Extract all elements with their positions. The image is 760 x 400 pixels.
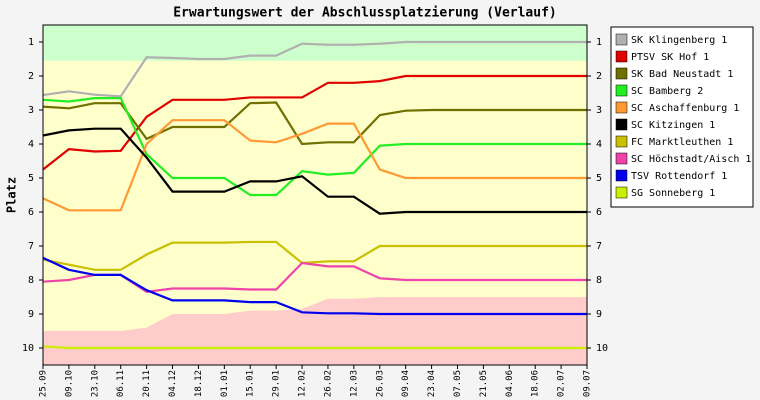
y-tick-label: 2	[28, 71, 34, 82]
x-tick-label: 15.01	[246, 370, 256, 397]
x-tick-label: 06.11	[116, 370, 126, 397]
y2-tick-label: 2	[596, 71, 602, 82]
x-tick-label: 26.02	[323, 370, 333, 397]
chart-title: Erwartungswert der Abschlussplatzierung …	[173, 6, 557, 21]
y2-tick-label: 10	[596, 343, 608, 354]
legend-swatch	[615, 33, 628, 46]
y-tick-label: 7	[28, 241, 34, 252]
legend-label: FC Marktleuthen 1	[631, 137, 733, 148]
y-tick-label: 5	[28, 173, 34, 184]
x-tick-label: 26.03	[375, 370, 385, 397]
zone	[43, 25, 587, 61]
y2-tick-label: 1	[596, 37, 602, 48]
legend-box	[610, 26, 754, 208]
y2-tick-label: 9	[596, 309, 602, 320]
legend-label: SC Höchstadt/Aisch 1	[631, 154, 751, 165]
legend-swatch	[615, 101, 628, 114]
x-tick-label: 12.02	[298, 370, 308, 397]
legend-label: SG Sonneberg 1	[631, 188, 715, 199]
x-tick-label: 21.05	[479, 370, 489, 397]
x-tick-label: 09.10	[64, 370, 74, 397]
x-tick-label: 29.01	[272, 370, 282, 397]
x-tick-label: 09.07	[583, 370, 593, 397]
y-axis-label: Platz	[5, 177, 19, 213]
x-tick-label: 23.04	[427, 370, 437, 397]
series-line	[42, 127, 587, 215]
x-tick-label: 02.07	[557, 370, 567, 397]
legend-label: SK Klingenberg 1	[631, 35, 727, 46]
legend-swatch	[615, 67, 628, 80]
legend-swatch	[615, 118, 628, 131]
legend-swatch	[615, 186, 628, 199]
legend-swatch	[615, 84, 628, 97]
y2-tick-label: 3	[596, 105, 602, 116]
y2-tick-label: 5	[596, 173, 602, 184]
legend-label: TSV Rottendorf 1	[631, 171, 727, 182]
x-tick-label: 01.01	[220, 370, 230, 397]
series-line	[42, 256, 587, 316]
x-tick-label: 25.09	[39, 370, 49, 397]
y2-tick-label: 6	[596, 207, 602, 218]
y-tick-label: 6	[28, 207, 34, 218]
y2-tick-label: 7	[596, 241, 602, 252]
plot-frame	[42, 24, 588, 366]
x-tick-label: 04.06	[505, 370, 515, 397]
x-tick-label: 18.06	[531, 370, 541, 397]
legend-swatch	[615, 169, 628, 182]
legend-label: PTSV SK Hof 1	[631, 52, 709, 63]
x-tick-label: 09.04	[401, 370, 411, 397]
legend-label: SC Bamberg 2	[631, 86, 703, 97]
series-line	[42, 101, 587, 146]
x-tick-label: 20.11	[142, 370, 152, 397]
y-tick-label: 8	[28, 275, 34, 286]
x-tick-label: 23.10	[90, 370, 100, 397]
y-tick-label: 1	[28, 37, 34, 48]
series-line	[42, 119, 587, 212]
x-tick-label: 12.03	[349, 370, 359, 397]
y-tick-label: 4	[28, 139, 34, 150]
y-tick-label: 9	[28, 309, 34, 320]
y2-tick-label: 4	[596, 139, 602, 150]
legend-swatch	[615, 50, 628, 63]
legend-swatch	[615, 152, 628, 165]
series-line	[42, 240, 587, 271]
series-line	[42, 40, 587, 98]
legend-label: SK Bad Neustadt 1	[631, 69, 733, 80]
x-tick-label: 18.12	[194, 370, 204, 397]
legend-label: SC Kitzingen 1	[631, 120, 715, 131]
y-tick-label: 3	[28, 105, 34, 116]
y2-tick-label: 8	[596, 275, 602, 286]
x-tick-label: 04.12	[168, 370, 178, 397]
x-tick-label: 07.05	[453, 370, 463, 397]
legend-label: SC Aschaffenburg 1	[631, 103, 739, 114]
y-tick-label: 10	[22, 343, 34, 354]
legend-swatch	[615, 135, 628, 148]
series-line	[42, 74, 587, 171]
plot-area	[42, 25, 587, 365]
series-line	[42, 345, 587, 350]
series-line	[42, 97, 587, 197]
